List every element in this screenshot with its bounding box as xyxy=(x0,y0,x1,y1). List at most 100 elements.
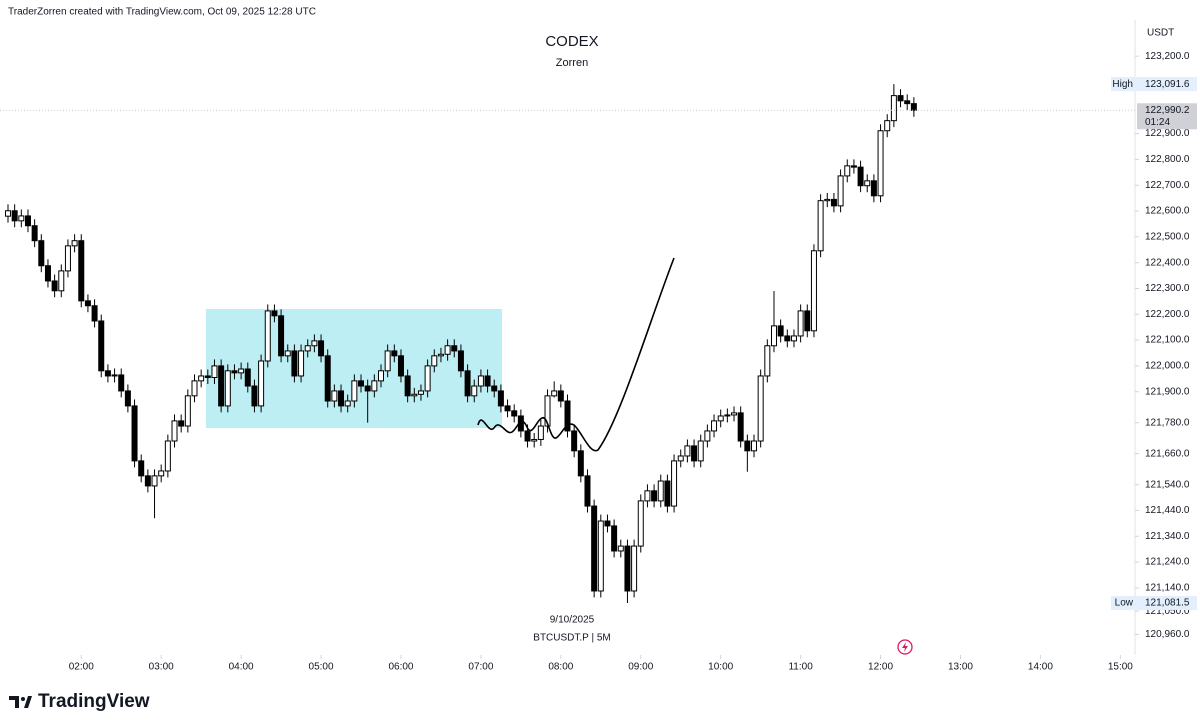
candle-body xyxy=(731,412,738,416)
candle-body xyxy=(151,475,158,487)
candle-body xyxy=(377,370,384,382)
x-tick-label: 04:00 xyxy=(229,662,254,673)
candle-body xyxy=(864,180,871,187)
candle-body xyxy=(331,390,338,402)
y-tick-label: 122,000.0 xyxy=(1145,361,1190,372)
x-tick-label: 13:00 xyxy=(948,662,973,673)
candle-body xyxy=(291,350,298,377)
date-label: 9/10/2025 xyxy=(550,615,595,626)
candle-body xyxy=(191,380,198,397)
candle-body xyxy=(751,440,758,452)
candle-body xyxy=(644,490,651,502)
y-tick-label: 122,200.0 xyxy=(1145,309,1190,320)
alert-icon[interactable] xyxy=(897,639,913,655)
candle-body xyxy=(577,450,584,477)
candle-body xyxy=(824,198,831,202)
y-tick-label: 121,140.0 xyxy=(1145,583,1190,594)
candle-body xyxy=(857,166,864,187)
candle-body xyxy=(537,425,544,440)
candle-body xyxy=(651,490,658,502)
candle-body xyxy=(144,475,151,487)
x-tick-label: 14:00 xyxy=(1028,662,1053,673)
y-tick-label: 121,050.0 xyxy=(1145,606,1190,617)
y-tick-label: 121,540.0 xyxy=(1145,479,1190,490)
candle-body xyxy=(664,480,671,507)
candle-body xyxy=(324,355,331,402)
candle-body xyxy=(231,370,238,374)
header: TraderZorren created with TradingView.co… xyxy=(8,7,316,18)
candle-body xyxy=(18,215,25,222)
candle-body xyxy=(251,385,258,407)
candle-body xyxy=(51,280,58,292)
candle-body xyxy=(278,315,285,357)
candle-body xyxy=(830,198,837,207)
candle-body xyxy=(511,410,518,417)
candle-body xyxy=(171,420,178,442)
candle-body xyxy=(784,335,791,342)
y-tick-label: 123,200.0 xyxy=(1145,51,1190,62)
y-tick-label: 121,240.0 xyxy=(1145,557,1190,568)
candle-body xyxy=(890,95,897,122)
candle-body xyxy=(391,350,398,357)
candle-body xyxy=(364,385,371,392)
candle-body xyxy=(471,385,478,397)
candle-body xyxy=(71,240,78,247)
candle-body xyxy=(118,374,125,392)
high_marker-value: 123,091.6 xyxy=(1145,79,1190,90)
candle-body xyxy=(84,300,91,307)
y-tick-label: 122,700.0 xyxy=(1145,180,1190,191)
y-tick-label: 121,900.0 xyxy=(1145,386,1190,397)
candle-body xyxy=(124,390,131,407)
candle-body xyxy=(477,375,484,387)
y-tick-label: 121,660.0 xyxy=(1145,448,1190,459)
x-tick-label: 02:00 xyxy=(69,662,94,673)
candle-body xyxy=(551,390,558,397)
x-tick-label: 05:00 xyxy=(309,662,334,673)
candle-body xyxy=(224,370,231,407)
y-tick-label: 120,960.0 xyxy=(1145,629,1190,640)
candle-body xyxy=(757,375,764,442)
candle-body xyxy=(304,345,311,352)
candle-body xyxy=(591,505,598,592)
candle-body xyxy=(897,95,904,102)
candle-body xyxy=(737,412,744,442)
candle-body xyxy=(417,390,424,395)
candle-body xyxy=(657,480,664,502)
candle-body xyxy=(764,345,771,377)
candle-body xyxy=(4,210,11,217)
candle-body xyxy=(684,445,691,457)
chart-subtitle: Zorren xyxy=(556,57,588,69)
candle-body xyxy=(617,545,624,552)
candle-body xyxy=(904,100,911,105)
candle-body xyxy=(804,310,811,332)
candle-body xyxy=(264,310,271,362)
candle-body xyxy=(411,393,418,397)
candle-body xyxy=(837,175,844,207)
candle-body xyxy=(64,245,71,272)
candle-body xyxy=(671,460,678,507)
candle-body xyxy=(571,430,578,452)
candle-body xyxy=(131,405,138,462)
high_marker-bg xyxy=(1111,77,1197,92)
x-tick-label: 03:00 xyxy=(149,662,174,673)
candle-body xyxy=(597,520,604,592)
candle-body xyxy=(218,365,225,407)
candle-body xyxy=(178,420,185,427)
candle-body xyxy=(358,380,365,387)
candle-body xyxy=(677,455,684,462)
candle-body xyxy=(371,380,378,392)
candle-body xyxy=(877,130,884,197)
high_marker-name: High xyxy=(1112,79,1133,90)
x-tick-label: 10:00 xyxy=(708,662,733,673)
candle-body xyxy=(524,430,531,442)
brand: TradingView xyxy=(38,691,150,712)
candle-body xyxy=(44,265,51,282)
candle-body xyxy=(431,355,438,367)
candle-body xyxy=(850,165,857,168)
y-tick-label: 121,780.0 xyxy=(1145,417,1190,428)
brand-logo xyxy=(9,696,32,708)
candle-body xyxy=(797,310,804,337)
candle-body xyxy=(451,345,458,352)
